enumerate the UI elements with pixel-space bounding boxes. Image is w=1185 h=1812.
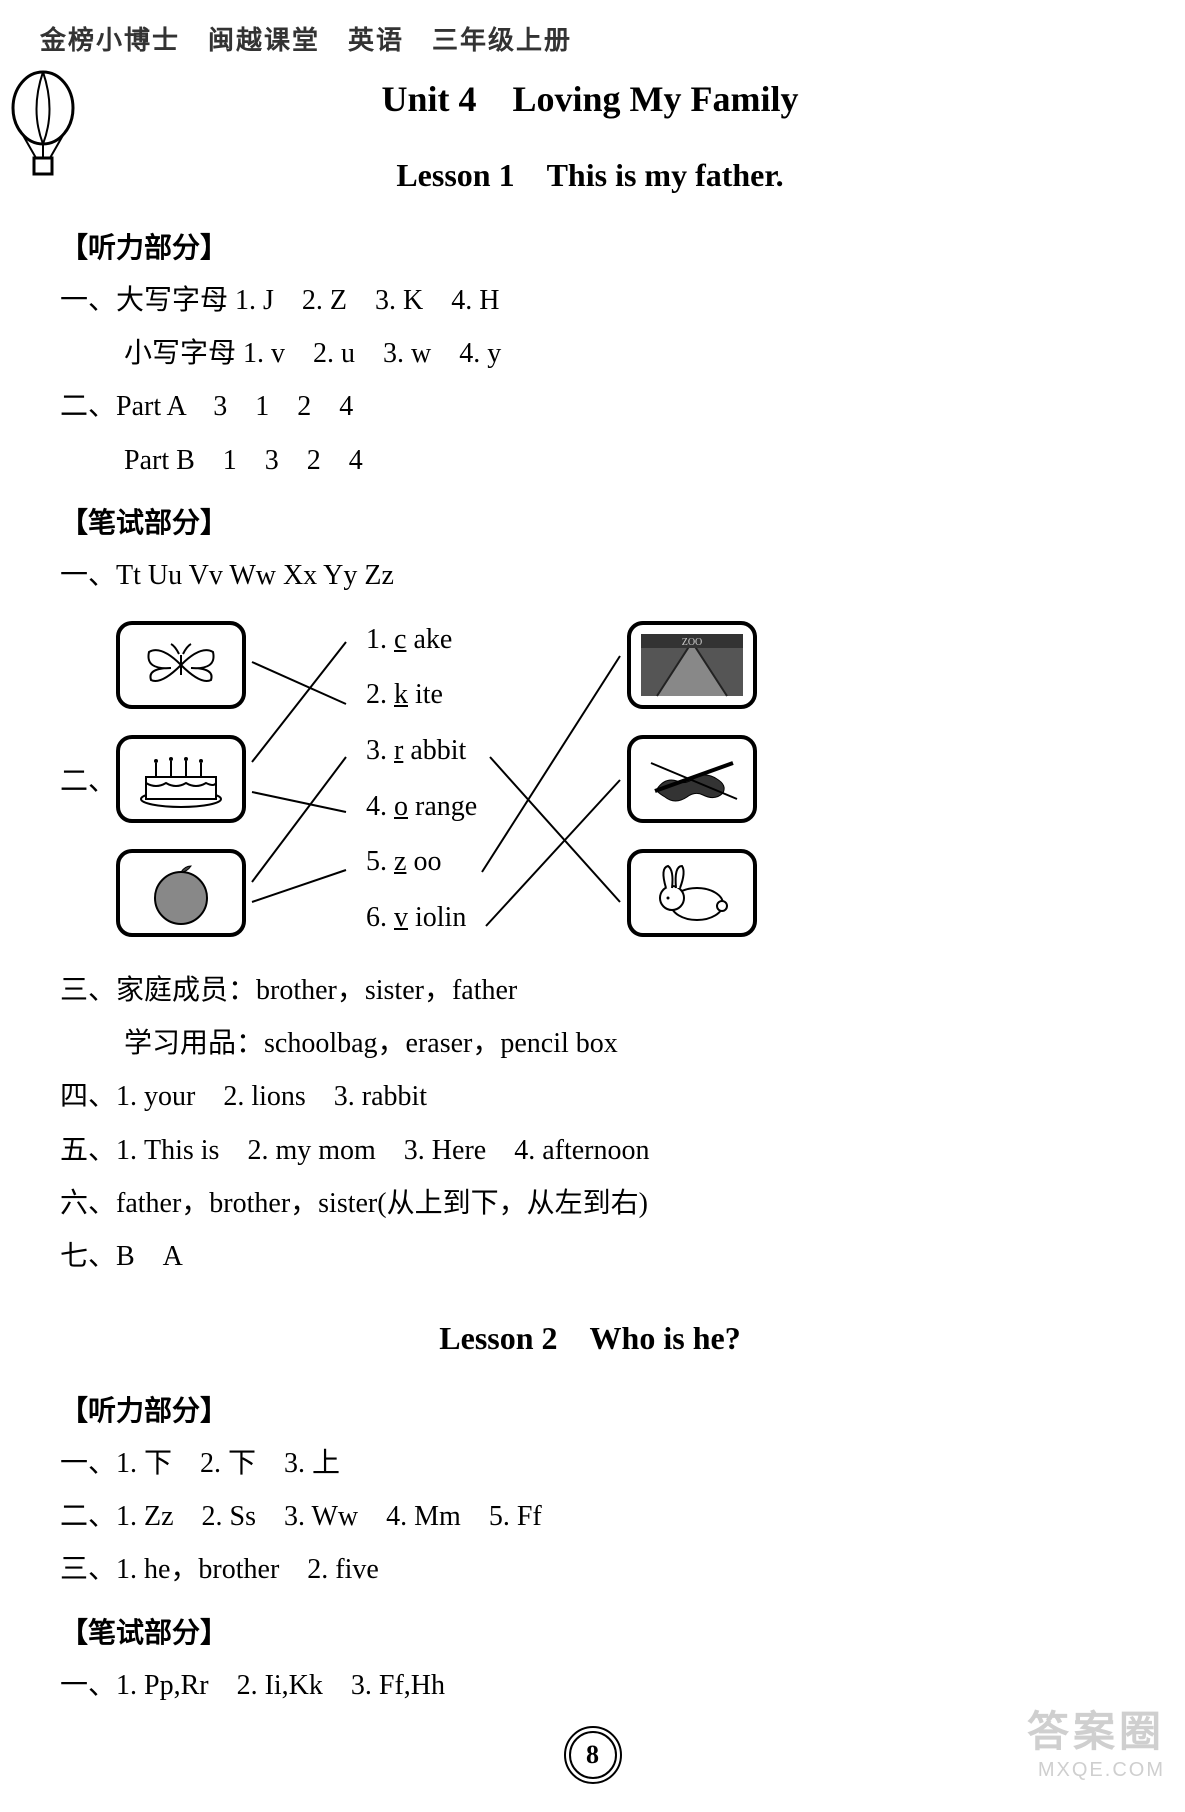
- word-cake: 1. c ake: [366, 624, 477, 656]
- left-pictures: [116, 621, 246, 937]
- l1-write-3b: 学习用品：schoolbag，eraser，pencil box: [60, 1017, 1120, 1070]
- word-zoo: 5. z oo: [366, 846, 477, 878]
- watermark-top: 答案圈: [1027, 1698, 1165, 1759]
- l1-write-7: 七、B A: [60, 1230, 1120, 1283]
- l2-listen-1: 一、1. 下 2. 下 3. 上: [60, 1437, 1120, 1490]
- l1-write-3: 三、家庭成员：brother，sister，father: [60, 964, 1120, 1017]
- listening-label-2: 【听力部分】: [60, 1389, 1120, 1429]
- butterfly-icon: [116, 621, 246, 709]
- ex2-label: 二、: [60, 759, 116, 799]
- word-list: 1. c ake 2. k ite 3. r abbit 4. o range …: [356, 612, 487, 946]
- l2-listen-2: 二、1. Zz 2. Ss 3. Ww 4. Mm 5. Ff: [60, 1490, 1120, 1543]
- l1-write-6: 六、father，brother，sister(从上到下，从左到右): [60, 1177, 1120, 1230]
- lesson1-title: Lesson 1 This is my father.: [60, 150, 1120, 196]
- word-violin: 6. v iolin: [366, 902, 477, 934]
- violin-icon: [627, 735, 757, 823]
- lesson2-title: Lesson 2 Who is he?: [60, 1313, 1120, 1359]
- l1-write-4: 四、1. your 2. lions 3. rabbit: [60, 1070, 1120, 1123]
- unit-title: Unit 4 Loving My Family: [60, 70, 1120, 122]
- l1-write-5: 五、1. This is 2. my mom 3. Here 4. aftern…: [60, 1124, 1120, 1177]
- left-connection-lines: [246, 612, 356, 952]
- listening-label: 【听力部分】: [60, 226, 1120, 266]
- page-header: 金榜小博士 闽越课堂 英语 三年级上册: [0, 20, 1185, 57]
- cake-icon: [116, 735, 246, 823]
- right-connection-lines: [480, 612, 630, 952]
- svg-text:ZOO: ZOO: [682, 637, 703, 648]
- writing-label-2: 【笔试部分】: [60, 1611, 1120, 1651]
- page-content: Unit 4 Loving My Family Lesson 1 This is…: [60, 70, 1120, 1712]
- l1-write-1: 一、Tt Uu Vv Ww Xx Yy Zz: [60, 549, 1120, 602]
- watermark: 答案圈 MXQE.COM: [1027, 1698, 1165, 1782]
- exercise-2: 二、 1. c ake 2. k ite 3. r abbit 4. o ran…: [60, 612, 1120, 946]
- right-pictures: ZOO: [627, 621, 757, 937]
- writing-label: 【笔试部分】: [60, 501, 1120, 541]
- l1-listen-1: 一、大写字母 1. J 2. Z 3. K 4. H: [60, 274, 1120, 327]
- word-orange: 4. o range: [366, 791, 477, 823]
- l1-listen-4: Part B 1 3 2 4: [60, 434, 1120, 487]
- zoo-icon: ZOO: [627, 621, 757, 709]
- word-kite: 2. k ite: [366, 679, 477, 711]
- l1-listen-2: 小写字母 1. v 2. u 3. w 4. y: [60, 327, 1120, 380]
- watermark-bottom: MXQE.COM: [1027, 1759, 1165, 1782]
- l2-write-1: 一、1. Pp,Rr 2. Ii,Kk 3. Ff,Hh: [60, 1659, 1120, 1712]
- page-number: 8: [564, 1726, 622, 1784]
- l1-listen-3: 二、Part A 3 1 2 4: [60, 380, 1120, 433]
- word-rabbit: 3. r abbit: [366, 735, 477, 767]
- rabbit-icon: [627, 849, 757, 937]
- orange-icon: [116, 849, 246, 937]
- l2-listen-3: 三、1. he，brother 2. five: [60, 1543, 1120, 1596]
